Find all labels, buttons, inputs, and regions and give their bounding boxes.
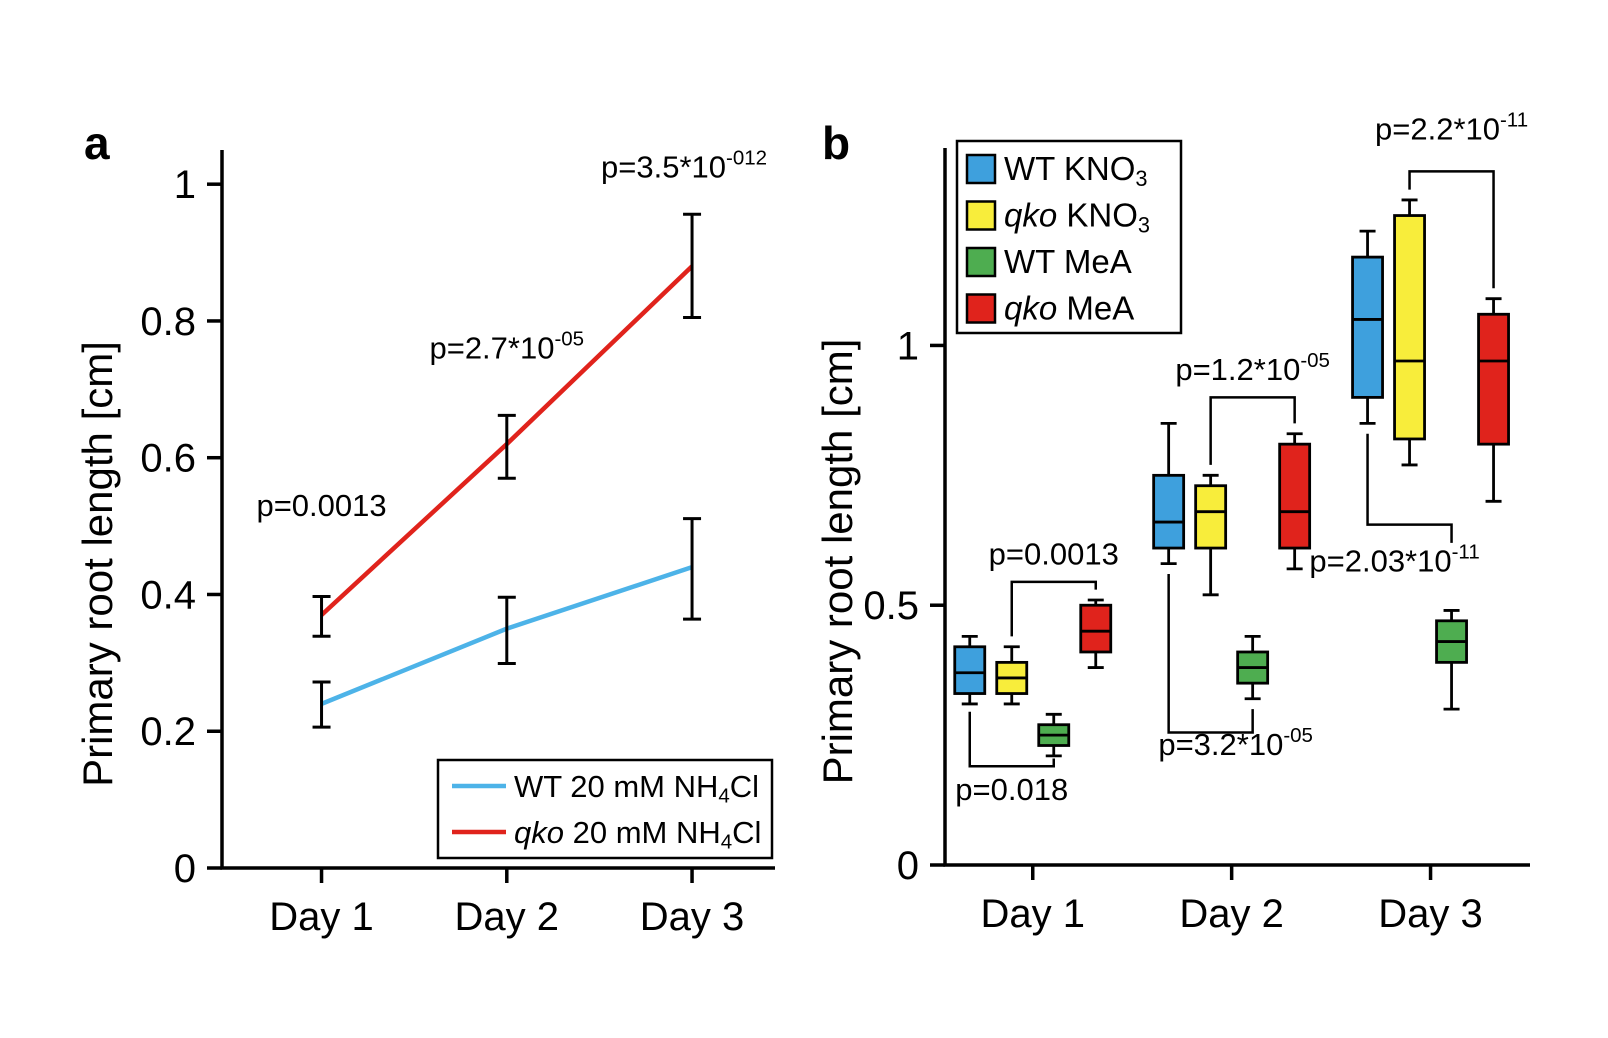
p-value-annotation: p=2.2*10-11 (1375, 109, 1528, 147)
x-tick-label: Day 1 (981, 892, 1086, 936)
p-value-annotation: p=2.7*10-05 (429, 328, 584, 366)
legend-swatch (965, 293, 997, 324)
y-tick-label: 1 (174, 163, 196, 207)
x-tick-label: Day 2 (1179, 892, 1284, 936)
x-tick-label: Day 2 (455, 895, 560, 939)
significance-bracket (1209, 396, 1296, 465)
legend-swatch (965, 246, 997, 278)
significance-bracket (968, 711, 1055, 768)
p-value-annotation: p=2.03*10-11 (1309, 540, 1479, 578)
panel-a-line-chart: 0 0.2 0.4 0.6 0.8 1 Day 1 Day 2 Day 3 Primary roo… (74, 146, 775, 939)
p-value-annotation: p=0.018 (955, 772, 1068, 807)
legend-box (436, 758, 774, 860)
legend-label: qko KNO3 (1004, 197, 1150, 238)
x-tick-label: Day 1 (269, 895, 374, 939)
box-qko-kno3-day3 (1393, 214, 1426, 441)
significance-bracket (1408, 170, 1495, 289)
box-qko-kno3-day2 (1194, 484, 1228, 550)
y-axis-title: Primary root length [cm] (814, 339, 861, 785)
panel-b-box-plot: 0 0.5 1 Day 1 Day 2 Day 3 Primary root length … (814, 109, 1530, 936)
y-tick-label: 0 (897, 844, 919, 888)
y-tick-label: 0.8 (140, 300, 196, 344)
box-wt-kno3-day1 (953, 645, 987, 695)
y-tick-label: 0.4 (140, 573, 196, 617)
panel-b-label: b (822, 117, 851, 169)
p-value-annotation: p=1.2*10-05 (1175, 349, 1330, 387)
panel-a-label: a (84, 117, 110, 169)
y-tick-label: 0.2 (140, 710, 196, 754)
p-value-annotation: p=3.2*10-05 (1158, 724, 1313, 762)
box-wt-kno3-day3 (1351, 255, 1384, 399)
y-tick-label: 0 (174, 847, 196, 891)
significance-bracket (1366, 433, 1453, 543)
y-tick-label: 0.6 (140, 437, 196, 481)
box-wt-kno3-day2 (1152, 473, 1186, 550)
box-qko-mea-day1 (1079, 603, 1113, 654)
x-tick-label: Day 3 (640, 895, 745, 939)
x-tick-label: Day 3 (1378, 892, 1483, 936)
significance-bracket (1167, 574, 1254, 734)
legend-label: WT KNO3 (1004, 150, 1148, 191)
legend-swatch (965, 153, 997, 185)
p-value-annotation: p=0.0013 (989, 537, 1119, 572)
y-axis-title: Primary root length [cm] (74, 341, 121, 787)
box-qko-mea-day3 (1477, 312, 1510, 446)
box-qko-mea-day2 (1278, 442, 1312, 550)
y-tick-label: 0.5 (863, 584, 919, 628)
significance-bracket (1010, 580, 1097, 637)
legend-label: WT 20 mM NH4Cl (514, 769, 759, 808)
legend-label: qko 20 mM NH4Cl (514, 815, 761, 854)
legend-label: WT MeA (1004, 243, 1132, 280)
legend-swatch (965, 200, 997, 231)
legend-label: qko MeA (1004, 290, 1134, 327)
p-value-annotation: p=3.5*10-012 (601, 146, 767, 184)
y-tick-label: 1 (897, 324, 919, 368)
p-value-annotation: p=0.0013 (256, 488, 386, 523)
